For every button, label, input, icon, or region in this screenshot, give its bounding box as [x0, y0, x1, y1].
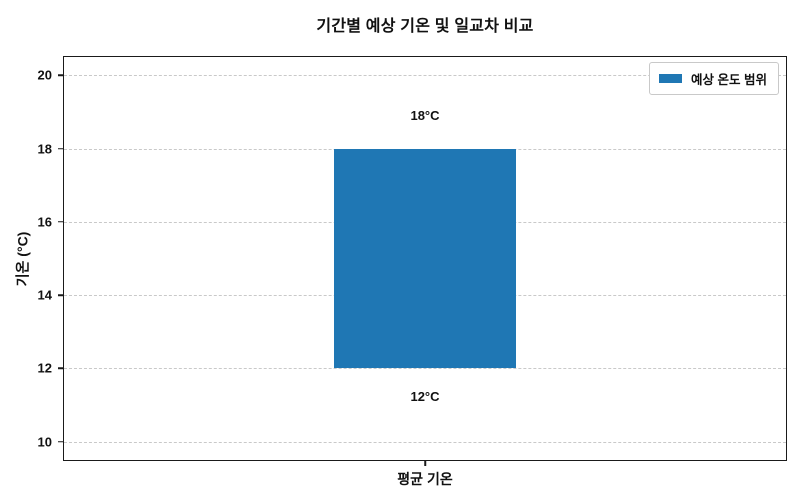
y-tick-label: 20 — [37, 67, 52, 83]
y-tick-mark — [58, 367, 64, 370]
low-temp-annotation: 12°C — [410, 389, 440, 405]
y-tick-label: 10 — [37, 434, 52, 450]
y-axis-label-container: 기온 (°C) — [6, 56, 38, 461]
temperature-range-bar — [334, 148, 516, 369]
y-axis-label: 기온 (°C) — [14, 231, 30, 286]
y-tick-label: 18 — [37, 141, 52, 157]
legend-swatch-icon — [659, 74, 683, 83]
chart-title: 기간별 예상 기온 및 일교차 비교 — [316, 18, 534, 35]
y-tick-mark — [58, 294, 64, 296]
y-tick-label: 14 — [37, 287, 52, 303]
y-tick-label: 12 — [37, 360, 52, 376]
gridline — [64, 75, 786, 77]
y-tick-mark — [58, 221, 64, 223]
y-tick-mark — [58, 440, 64, 443]
legend-label: 예상 온도 범위 — [691, 73, 767, 87]
legend: 예상 온도 범위 — [649, 62, 779, 95]
x-tick-label: 평균 기온 — [397, 471, 453, 487]
y-tick-mark — [58, 74, 64, 77]
gridline — [64, 368, 786, 370]
gridline — [64, 441, 786, 443]
plot-area: 18°C 12°C 평균 기온 예상 온도 범위 10 12 14 16 18 20 — [38, 56, 787, 487]
y-tick-label: 16 — [37, 214, 52, 230]
x-tick-mark — [424, 460, 426, 466]
high-temp-annotation: 18°C — [410, 107, 440, 123]
y-tick-mark — [58, 147, 64, 150]
